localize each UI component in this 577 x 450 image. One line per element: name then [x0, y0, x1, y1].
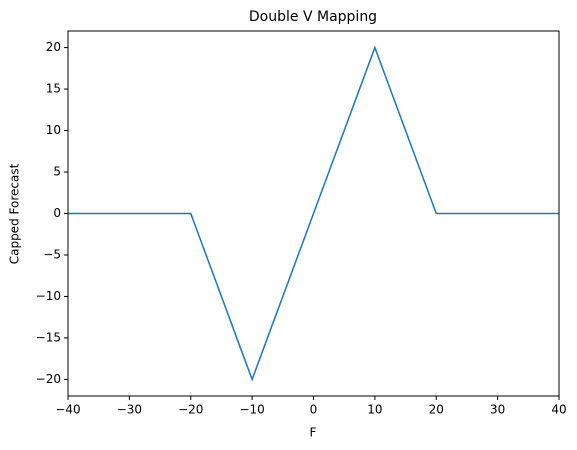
y-tick-label: 20 [46, 40, 61, 54]
x-tick-label: 20 [429, 403, 444, 417]
y-tick-label: −10 [36, 289, 61, 303]
y-tick-label: −20 [36, 372, 61, 386]
x-tick-label: −10 [239, 403, 264, 417]
y-tick-label: 15 [46, 82, 61, 96]
x-tick-label: 30 [490, 403, 505, 417]
x-tick-label: 40 [551, 403, 566, 417]
y-tick-label: −5 [43, 247, 61, 261]
y-tick-label: 0 [53, 206, 61, 220]
axes-frame [67, 30, 560, 397]
x-axis-label: F [310, 426, 317, 440]
x-tick-label: 10 [367, 403, 382, 417]
x-tick-label: −30 [117, 403, 142, 417]
y-tick-label: 10 [46, 123, 61, 137]
x-tick-label: −40 [55, 403, 80, 417]
y-tick-label: −15 [36, 330, 61, 344]
y-tick-label: 5 [53, 165, 61, 179]
y-axis-label: Capped Forecast [8, 163, 22, 264]
x-tick-label: −20 [178, 403, 203, 417]
x-tick-label: 0 [310, 403, 318, 417]
line [68, 45, 559, 382]
chart-title: Double V Mapping [249, 9, 377, 25]
